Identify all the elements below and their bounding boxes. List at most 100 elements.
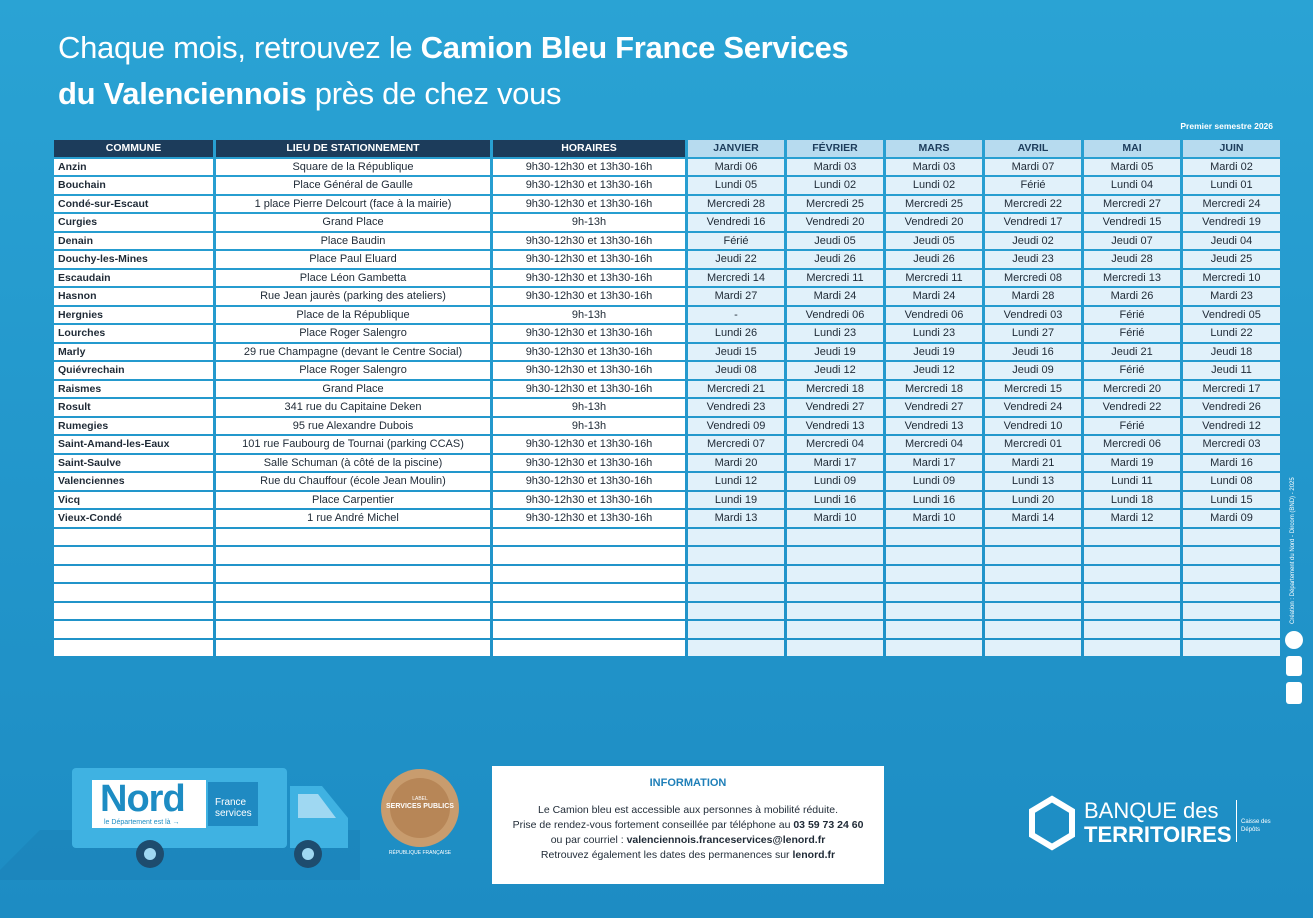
commune-cell: Quiévrechain xyxy=(54,362,213,379)
date-cell: Lundi 26 xyxy=(688,325,784,342)
empty-cell xyxy=(216,547,490,564)
commune-cell: Marly xyxy=(54,343,213,360)
date-cell: Mardi 17 xyxy=(886,454,982,471)
info-line: Le Camion bleu est accessible aux person… xyxy=(537,804,838,816)
table-row: Vicq Place Carpentier 9h30-12h30 et 13h30-… xyxy=(54,491,1280,508)
empty-cell xyxy=(886,602,982,619)
date-cell: Vendredi 06 xyxy=(886,306,982,323)
date-cell: Vendredi 05 xyxy=(1183,306,1280,323)
date-cell: Jeudi 16 xyxy=(985,343,1081,360)
info-cell: Place Carpentier xyxy=(216,491,490,508)
date-cell: Mercredi 25 xyxy=(787,195,883,212)
date-cell: Lundi 04 xyxy=(1084,177,1180,194)
date-cell: Jeudi 23 xyxy=(985,251,1081,268)
info-cell: 9h30-12h30 et 13h30-16h xyxy=(493,473,685,490)
date-cell: Jeudi 18 xyxy=(1183,343,1280,360)
date-cell: Mardi 03 xyxy=(886,158,982,175)
empty-cell xyxy=(1183,565,1280,582)
info-cell: 1 place Pierre Delcourt (face à la mairi… xyxy=(216,195,490,212)
title-regular: près de chez vous xyxy=(314,76,562,111)
commune-cell: Hasnon xyxy=(54,288,213,305)
date-cell: Mercredi 25 xyxy=(886,195,982,212)
date-cell: Mercredi 24 xyxy=(1183,195,1280,212)
date-cell: Mercredi 07 xyxy=(688,436,784,453)
empty-cell xyxy=(688,547,784,564)
date-cell: Vendredi 27 xyxy=(886,399,982,416)
table-row: Quiévrechain Place Roger Salengro 9h30-12h… xyxy=(54,362,1280,379)
date-cell: Jeudi 05 xyxy=(886,232,982,249)
empty-cell xyxy=(985,547,1081,564)
date-cell: Lundi 02 xyxy=(886,177,982,194)
date-cell: Férié xyxy=(1084,325,1180,342)
date-cell: Jeudi 07 xyxy=(1084,232,1180,249)
empty-row xyxy=(54,565,1280,582)
header-row: COMMUNE LIEU DE STATIONNEMENT HORAIRES JANV… xyxy=(54,140,1280,157)
info-line: Prise de rendez-vous fortement conseillé… xyxy=(492,818,884,833)
date-cell: Mardi 09 xyxy=(1183,510,1280,527)
empty-cell xyxy=(787,528,883,545)
empty-row xyxy=(54,602,1280,619)
date-cell: Jeudi 04 xyxy=(1183,232,1280,249)
empty-cell xyxy=(493,547,685,564)
date-cell: Mardi 03 xyxy=(787,158,883,175)
date-cell: Jeudi 02 xyxy=(985,232,1081,249)
information-box: INFORMATION Le Camion bleu est accessibl… xyxy=(492,766,884,884)
date-cell: Lundi 09 xyxy=(787,473,883,490)
date-cell: Vendredi 15 xyxy=(1084,214,1180,231)
info-cell: 9h30-12h30 et 13h30-16h xyxy=(493,288,685,305)
empty-row xyxy=(54,528,1280,545)
table-row: Saint-Saulve Salle Schuman (à côté de la … xyxy=(54,454,1280,471)
empty-cell xyxy=(1084,584,1180,601)
commune-cell: Rumegies xyxy=(54,417,213,434)
eco-icons xyxy=(1285,631,1303,704)
empty-cell xyxy=(787,602,883,619)
empty-cell xyxy=(216,621,490,638)
empty-cell xyxy=(216,528,490,545)
date-cell: Lundi 15 xyxy=(1183,491,1280,508)
column-header: MAI xyxy=(1084,140,1180,157)
empty-cell xyxy=(1084,621,1180,638)
date-cell: Lundi 13 xyxy=(985,473,1081,490)
date-cell: Vendredi 20 xyxy=(886,214,982,231)
info-cell: 9h-13h xyxy=(493,306,685,323)
empty-row xyxy=(54,547,1280,564)
info-cell: 9h30-12h30 et 13h30-16h xyxy=(493,380,685,397)
info-cell: Place Léon Gambetta xyxy=(216,269,490,286)
date-cell: Jeudi 19 xyxy=(787,343,883,360)
empty-cell xyxy=(688,565,784,582)
date-cell: Lundi 27 xyxy=(985,325,1081,342)
date-cell: Jeudi 12 xyxy=(787,362,883,379)
date-cell: Mercredi 21 xyxy=(688,380,784,397)
table-row: Anzin Square de la République 9h30-12h30 e… xyxy=(54,158,1280,175)
date-cell: Vendredi 23 xyxy=(688,399,784,416)
date-cell: Mercredi 01 xyxy=(985,436,1081,453)
info-line: ou par courriel : valenciennois.francese… xyxy=(492,833,884,848)
empty-cell xyxy=(787,547,883,564)
date-cell: Vendredi 26 xyxy=(1183,399,1280,416)
date-cell: Mardi 23 xyxy=(1183,288,1280,305)
empty-cell xyxy=(985,602,1081,619)
title-regular: Chaque mois, retrouvez le xyxy=(58,30,413,65)
date-cell: Jeudi 09 xyxy=(985,362,1081,379)
date-cell: Vendredi 19 xyxy=(1183,214,1280,231)
commune-cell: Saint-Saulve xyxy=(54,454,213,471)
column-header: AVRIL xyxy=(985,140,1081,157)
banque-line-2: TERRITOIRES xyxy=(1084,822,1232,847)
date-cell: Jeudi 15 xyxy=(688,343,784,360)
empty-cell xyxy=(985,528,1081,545)
truck-illustration xyxy=(0,768,360,880)
info-text: ou par courriel : xyxy=(550,834,624,846)
empty-cell xyxy=(1183,547,1280,564)
info-cell: Place Général de Gaulle xyxy=(216,177,490,194)
commune-cell: Escaudain xyxy=(54,269,213,286)
title-line-1: Chaque mois, retrouvez le Camion Bleu Fr… xyxy=(58,30,849,66)
empty-cell xyxy=(1183,584,1280,601)
empty-cell xyxy=(787,621,883,638)
info-cell: 29 rue Champagne (devant le Centre Socia… xyxy=(216,343,490,360)
date-cell: Mardi 06 xyxy=(688,158,784,175)
date-cell: Vendredi 20 xyxy=(787,214,883,231)
date-cell: Mercredi 28 xyxy=(688,195,784,212)
date-cell: Mardi 24 xyxy=(787,288,883,305)
table-row: Marly 29 rue Champagne (devant le Centre … xyxy=(54,343,1280,360)
empty-cell xyxy=(1183,639,1280,656)
